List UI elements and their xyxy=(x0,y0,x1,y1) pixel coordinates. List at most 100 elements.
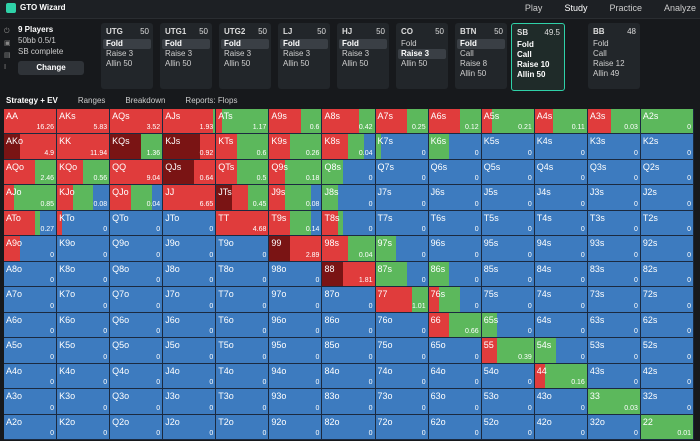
action[interactable]: Allin 49 xyxy=(593,69,620,78)
hand-cell[interactable]: J5s 0 xyxy=(481,185,535,211)
action[interactable]: Fold xyxy=(593,39,609,48)
hand-cell[interactable]: K4s 0 xyxy=(534,134,588,160)
action[interactable]: Raise 3 xyxy=(283,49,311,58)
hand-cell[interactable]: 83s 0 xyxy=(587,261,641,288)
position-card[interactable]: BTN 50 Fold Call Raise 8 Allin 50 xyxy=(455,23,507,89)
hand-cell[interactable]: J9s 0.08 xyxy=(269,185,323,211)
hand-cell[interactable]: J4o 0 xyxy=(163,363,217,390)
action[interactable]: Fold xyxy=(339,39,387,49)
tab[interactable]: Ranges xyxy=(77,96,106,105)
hand-cell[interactable]: T7s 0 xyxy=(375,210,429,237)
hand-cell[interactable]: 96s 0 xyxy=(428,236,482,262)
action[interactable]: Allin 50 xyxy=(165,59,192,68)
hand-cell[interactable]: KQo 0.56 xyxy=(57,159,111,186)
hand-cell[interactable]: 87o 0 xyxy=(322,287,376,313)
hand-cell[interactable]: A6o 0 xyxy=(4,312,58,339)
hand-cell[interactable]: Q5o 0 xyxy=(110,338,164,364)
hand-cell[interactable]: T5s 0 xyxy=(481,210,535,237)
hand-cell[interactable]: 87s 0 xyxy=(375,261,429,288)
hand-cell[interactable]: A7o 0 xyxy=(4,287,58,313)
hand-cell[interactable]: Q4o 0 xyxy=(110,363,164,390)
action[interactable]: Call xyxy=(517,50,532,59)
hand-cell[interactable]: 64s 0 xyxy=(534,312,588,339)
action[interactable]: Raise 12 xyxy=(593,59,625,68)
hand-cell[interactable]: QTs 0.5 xyxy=(216,159,270,186)
hand-cell[interactable]: T9o 0 xyxy=(216,236,270,262)
hand-cell[interactable]: A3o 0 xyxy=(4,389,58,415)
hand-cell[interactable]: J7o 0 xyxy=(163,287,217,313)
hand-cell[interactable]: 62o 0 xyxy=(428,414,482,440)
hand-cell[interactable]: TT 4.68 xyxy=(216,210,270,237)
hand-cell[interactable]: 76s 0 xyxy=(428,287,482,313)
hand-cell[interactable]: Q4s 0 xyxy=(534,159,588,186)
hand-cell[interactable]: J6o 0 xyxy=(163,312,217,339)
hand-cell[interactable]: JTs 0.45 xyxy=(216,185,270,211)
hand-cell[interactable]: J9o 0 xyxy=(163,236,217,262)
hand-cell[interactable]: ATs 1.17 xyxy=(216,109,270,135)
hand-cell[interactable]: 63s 0 xyxy=(587,312,641,339)
hand-cell[interactable]: 52s 0 xyxy=(640,338,694,364)
hand-cell[interactable]: 53s 0 xyxy=(587,338,641,364)
hand-cell[interactable]: KQs 1.36 xyxy=(110,134,164,160)
action[interactable]: Raise 3 xyxy=(165,49,193,58)
action[interactable]: Allin 50 xyxy=(401,59,428,68)
hand-cell[interactable]: K8s 0.04 xyxy=(322,134,376,160)
action[interactable]: Allin 50 xyxy=(517,70,546,79)
hand-cell[interactable]: J2s 0 xyxy=(640,185,694,211)
hand-cell[interactable]: 83o 0 xyxy=(322,389,376,415)
hand-cell[interactable]: KJo 0.08 xyxy=(57,185,111,211)
hand-cell[interactable]: QTo 0 xyxy=(110,210,164,237)
hand-cell[interactable]: K7s 0 xyxy=(375,134,429,160)
hand-cell[interactable]: 52o 0 xyxy=(481,414,535,440)
hand-cell[interactable]: 96o 0 xyxy=(269,312,323,339)
tab[interactable]: Strategy + EV xyxy=(6,96,58,105)
hand-cell[interactable]: J6s 0 xyxy=(428,185,482,211)
hand-cell[interactable]: K9o 0 xyxy=(57,236,111,262)
hand-cell[interactable]: T3o 0 xyxy=(216,389,270,415)
hand-cell[interactable]: 82s 0 xyxy=(640,261,694,288)
hand-cell[interactable]: J4s 0 xyxy=(534,185,588,211)
nav-item[interactable]: Study xyxy=(564,3,588,13)
hand-cell[interactable]: Q7o 0 xyxy=(110,287,164,313)
hand-cell[interactable]: Q7s 0 xyxy=(375,159,429,186)
hand-cell[interactable]: 32o 0 xyxy=(587,414,641,440)
hand-cell[interactable]: 93s 0 xyxy=(587,236,641,262)
hand-cell[interactable]: 92o 0 xyxy=(269,414,323,440)
hand-cell[interactable]: AKo 4.9 xyxy=(4,134,58,160)
hand-cell[interactable]: 97o 0 xyxy=(269,287,323,313)
hand-cell[interactable]: JTo 0 xyxy=(163,210,217,237)
hand-cell[interactable]: ATo 0.27 xyxy=(4,210,58,237)
hand-cell[interactable]: 82o 0 xyxy=(322,414,376,440)
hand-cell[interactable]: K8o 0 xyxy=(57,261,111,288)
hand-cell[interactable]: 76o 0 xyxy=(375,312,429,339)
hand-cell[interactable]: Q5s 0 xyxy=(481,159,535,186)
hand-cell[interactable]: J3s 0 xyxy=(587,185,641,211)
hand-cell[interactable]: T7o 0 xyxy=(216,287,270,313)
hand-cell[interactable]: A8s 0.42 xyxy=(322,109,376,135)
action[interactable]: Raise 3 xyxy=(224,49,252,58)
hand-cell[interactable]: 84o 0 xyxy=(322,363,376,390)
hand-cell[interactable]: 98o 0 xyxy=(269,261,323,288)
hand-cell[interactable]: A2o 0 xyxy=(4,414,58,440)
hand-cell[interactable]: Q8s 0 xyxy=(322,159,376,186)
hand-cell[interactable]: 32s 0 xyxy=(640,389,694,415)
hand-cell[interactable]: Q3s 0 xyxy=(587,159,641,186)
action[interactable]: Raise 8 xyxy=(460,59,488,68)
hand-cell[interactable]: T8s 0 xyxy=(322,210,376,237)
hand-cell[interactable]: J5o 0 xyxy=(163,338,217,364)
action[interactable]: Fold xyxy=(221,39,269,49)
position-card[interactable]: UTG2 50 Fold Raise 3 Allin 50 xyxy=(219,23,271,89)
action[interactable]: Fold xyxy=(457,39,505,49)
hand-cell[interactable]: 64o 0 xyxy=(428,363,482,390)
hand-cell[interactable]: 54s 0 xyxy=(534,338,588,364)
action[interactable]: Allin 50 xyxy=(106,59,133,68)
action[interactable]: Raise 3 xyxy=(342,49,370,58)
hand-cell[interactable]: Q9s 0.18 xyxy=(269,159,323,186)
nav-item[interactable]: Practice xyxy=(609,3,642,13)
hand-cell[interactable]: 77 1.01 xyxy=(375,287,429,313)
tab[interactable]: Reports: Flops xyxy=(185,96,238,105)
action[interactable]: Fold xyxy=(401,39,417,48)
hand-cell[interactable]: KTs 0.6 xyxy=(216,134,270,160)
hand-cell[interactable]: Q6o 0 xyxy=(110,312,164,339)
hand-cell[interactable]: 92s 0 xyxy=(640,236,694,262)
